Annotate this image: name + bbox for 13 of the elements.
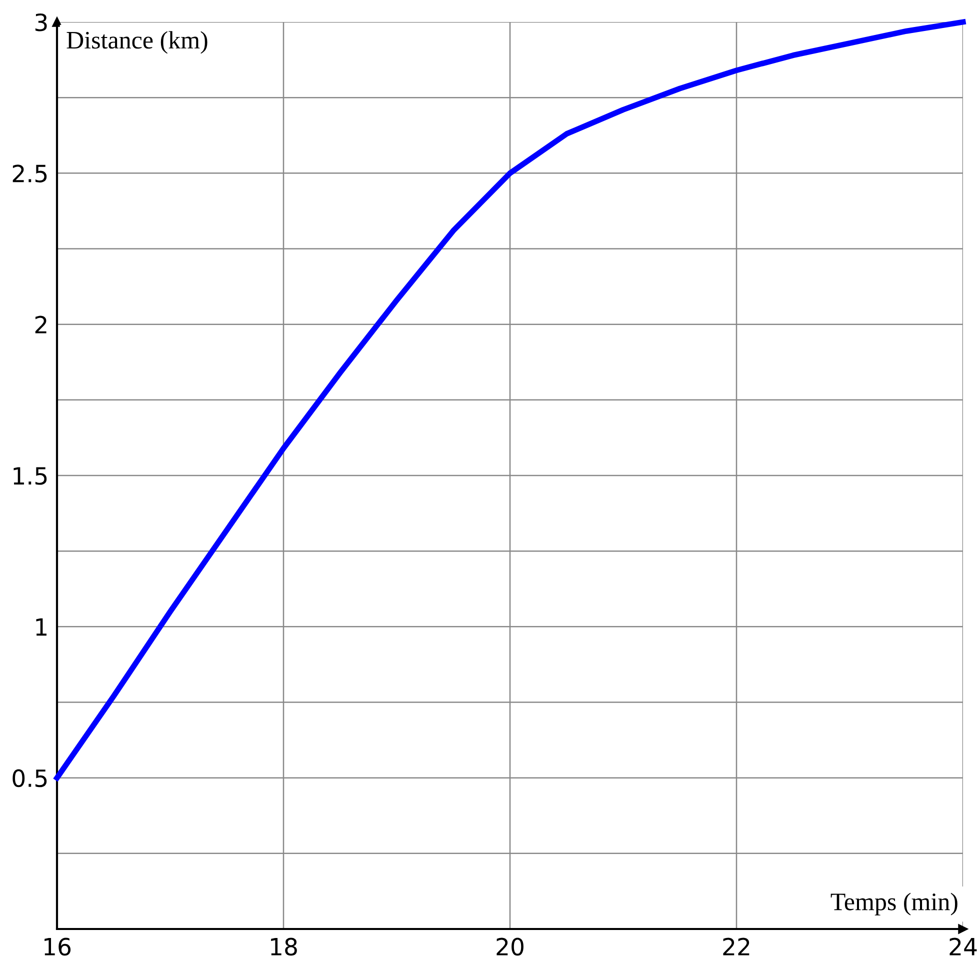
x-tick-label: 20	[496, 938, 524, 956]
y-tick-label: 1.5	[14, 467, 47, 485]
y-tick-label: 0.5	[12, 769, 47, 788]
y-axis-title: Distance (km)	[66, 31, 208, 54]
x-tick-label: 16	[44, 938, 71, 956]
y-tick-label: 2	[35, 316, 46, 334]
x-tick-label: 18	[271, 938, 297, 956]
y-tick-label: 3	[35, 13, 47, 32]
x-tick-label: 24	[950, 938, 977, 956]
x-tick-label: 22	[723, 938, 750, 956]
y-tick-label: 1	[36, 618, 46, 636]
x-axis-title: Temps (min)	[830, 892, 958, 916]
y-tick-label: 2.5	[12, 164, 47, 182]
